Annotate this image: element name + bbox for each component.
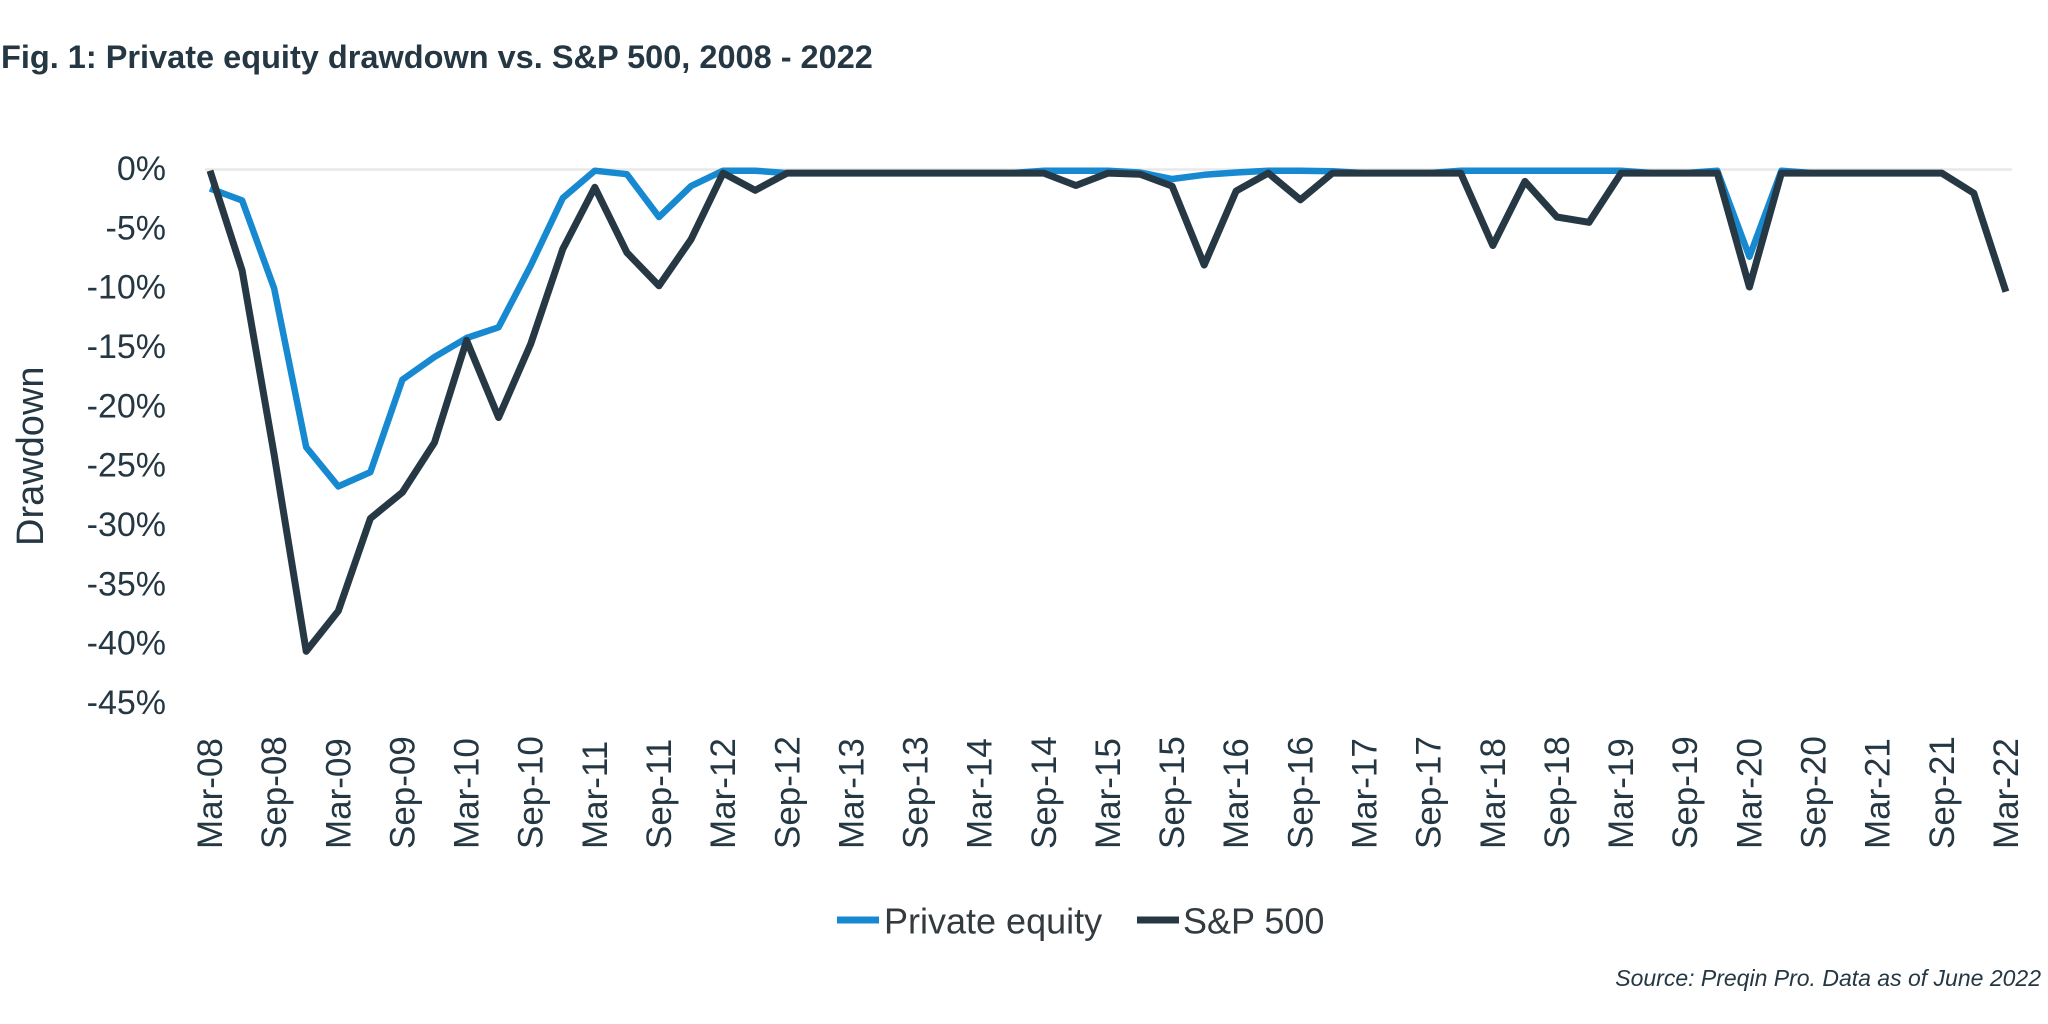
svg-text:Sep-09: Sep-09 [383,736,422,849]
svg-text:Sep-19: Sep-19 [1666,736,1705,849]
svg-text:Sep-13: Sep-13 [897,736,936,849]
svg-text:-20%: -20% [87,387,166,425]
svg-text:-15%: -15% [87,328,166,366]
svg-text:-40%: -40% [87,625,166,663]
svg-text:Mar-20: Mar-20 [1730,738,1769,849]
svg-text:-45%: -45% [87,684,166,722]
svg-text:Mar-09: Mar-09 [319,738,358,849]
svg-text:-25%: -25% [87,447,166,485]
svg-text:Sep-15: Sep-15 [1153,736,1192,849]
svg-text:Sep-21: Sep-21 [1923,736,1962,849]
svg-text:-35%: -35% [87,565,166,603]
svg-text:Private equity: Private equity [884,901,1102,942]
svg-text:Mar-08: Mar-08 [191,738,230,849]
svg-text:Sep-10: Sep-10 [512,736,551,849]
svg-text:Mar-15: Mar-15 [1089,738,1128,849]
svg-text:Fig. 1: Private equity drawdow: Fig. 1: Private equity drawdown vs. S&P … [1,39,873,75]
svg-text:Sep-12: Sep-12 [768,736,807,849]
svg-text:Mar-11: Mar-11 [576,741,615,849]
svg-text:Mar-16: Mar-16 [1217,738,1256,849]
svg-text:Mar-13: Mar-13 [832,738,871,849]
svg-text:Source: Preqin Pro. Data as of: Source: Preqin Pro. Data as of June 2022 [1615,965,2041,991]
svg-text:Mar-14: Mar-14 [961,738,1000,849]
svg-text:Mar-10: Mar-10 [448,738,487,849]
svg-text:Mar-17: Mar-17 [1346,738,1385,849]
svg-text:Mar-18: Mar-18 [1474,738,1513,849]
svg-text:Sep-17: Sep-17 [1410,736,1449,849]
svg-text:S&P 500: S&P 500 [1183,901,1324,942]
svg-text:Sep-20: Sep-20 [1795,736,1834,849]
svg-text:Mar-12: Mar-12 [704,738,743,849]
svg-text:Mar-19: Mar-19 [1602,738,1641,849]
svg-text:Mar-22: Mar-22 [1987,738,2026,849]
svg-text:Sep-08: Sep-08 [255,736,294,849]
svg-text:Sep-14: Sep-14 [1025,736,1064,849]
svg-text:Sep-16: Sep-16 [1281,736,1320,849]
svg-text:Sep-11: Sep-11 [640,739,679,849]
svg-text:0%: 0% [117,150,166,188]
svg-text:Sep-18: Sep-18 [1538,736,1577,849]
svg-text:-30%: -30% [87,506,166,544]
svg-text:Drawdown: Drawdown [10,366,52,546]
svg-text:-5%: -5% [106,209,166,247]
svg-text:Mar-21: Mar-21 [1859,738,1898,849]
svg-text:-10%: -10% [87,269,166,307]
